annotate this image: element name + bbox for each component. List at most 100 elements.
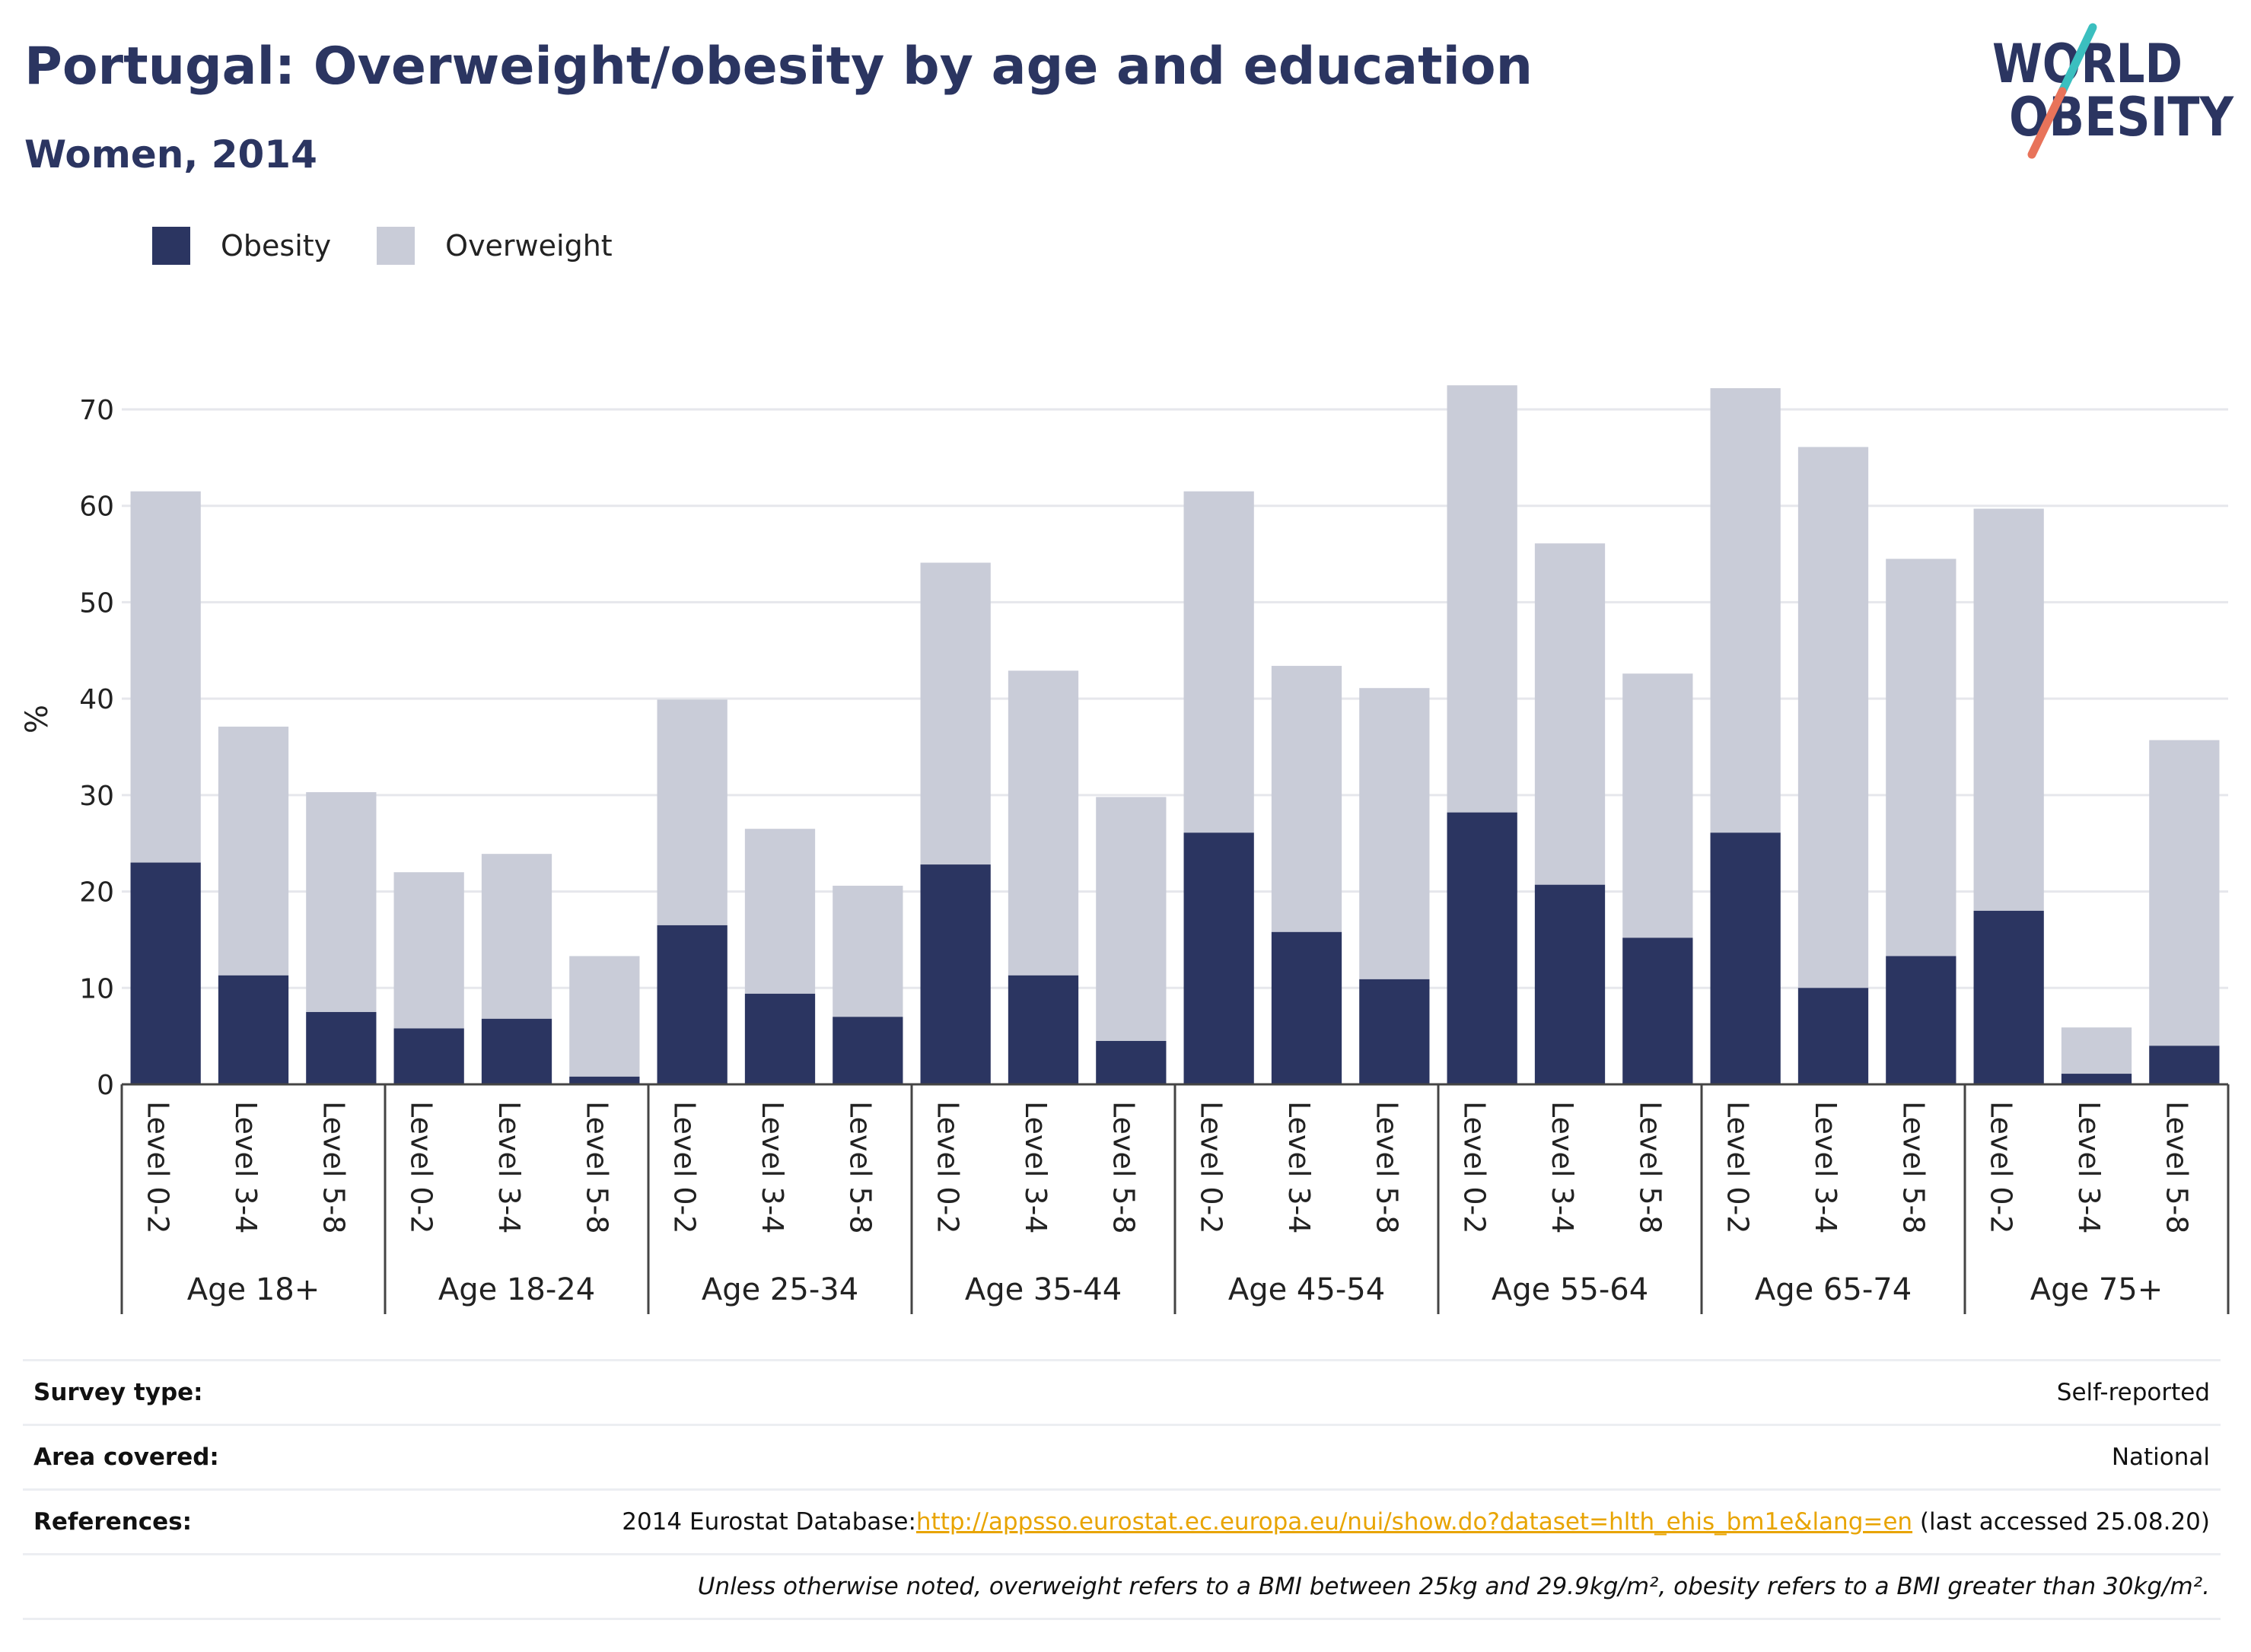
bar-overweight-1-0 [393,872,464,1029]
x-category-label-0-0: Level 0-2 [142,1101,175,1233]
bar-obesity-6-0 [1710,832,1781,1084]
bmi-definition-note: Unless otherwise noted, overweight refer… [697,1573,2210,1600]
x-category-label-3-2: Level 5-8 [1106,1101,1140,1233]
x-category-label-4-2: Level 5-8 [1370,1101,1403,1233]
logo-slash-teal [2058,23,2097,96]
x-category-label-2-2: Level 5-8 [843,1101,877,1233]
bar-obesity-4-0 [1183,832,1254,1084]
bar-overweight-2-0 [657,699,728,925]
bar-obesity-1-0 [393,1028,464,1084]
y-tick-label-60: 60 [79,492,114,523]
bar-overweight-3-0 [920,562,991,865]
x-category-label-0-1: Level 3-4 [229,1101,263,1233]
x-category-label-3-0: Level 0-2 [931,1101,965,1233]
bar-overweight-0-2 [306,792,377,1012]
legend-item-overweight: Overweight [377,226,613,265]
bar-overweight-7-0 [1973,508,2044,911]
references-label: References: [33,1508,193,1536]
area-covered-value: National [2111,1444,2210,1471]
bar-obesity-7-0 [1973,910,2044,1084]
x-category-label-5-1: Level 3-4 [1546,1101,1579,1233]
bar-overweight-3-2 [1096,797,1167,1041]
y-tick-label-20: 20 [79,877,114,909]
references-suffix: (last accessed 25.08.20) [1912,1508,2210,1536]
x-category-label-7-0: Level 0-2 [1985,1101,2018,1233]
references-value: 2014 Eurostat Database:http://appsso.eur… [622,1508,2210,1536]
bar-overweight-6-1 [1797,447,1869,988]
bar-overweight-7-2 [2149,740,2220,1046]
x-group-label-5: Age 55-64 [1492,1272,1648,1307]
bar-overweight-5-1 [1534,543,1606,885]
y-tick-label-0: 0 [97,1070,114,1101]
x-group-label-3: Age 35-44 [965,1272,1122,1307]
info-row-references: References: 2014 Eurostat Database:http:… [23,1488,2221,1553]
logo-slash-coral [2027,87,2067,159]
bar-overweight-1-1 [481,854,552,1019]
x-group-label-0: Age 18+ [187,1272,320,1307]
x-category-label-4-1: Level 3-4 [1282,1101,1316,1233]
info-table: Survey type: Self-reported Area covered:… [23,1359,2221,1620]
bar-overweight-4-1 [1271,666,1342,932]
y-axis-label: % [20,705,55,734]
x-category-label-1-0: Level 0-2 [405,1101,438,1233]
legend-swatch-overweight [377,226,415,265]
bar-obesity-6-2 [1886,956,1956,1084]
bar-obesity-7-1 [2061,1074,2132,1084]
bar-overweight-6-2 [1886,559,1956,957]
x-category-label-6-2: Level 5-8 [1896,1101,1930,1233]
survey-type-value: Self-reported [2056,1379,2210,1406]
bar-obesity-4-2 [1359,979,1430,1084]
bar-obesity-1-2 [569,1076,640,1084]
references-link[interactable]: http://appsso.eurostat.ec.europa.eu/nui/… [915,1508,1913,1536]
bar-obesity-1-1 [481,1018,552,1084]
bar-obesity-5-1 [1534,884,1606,1084]
bar-obesity-4-1 [1271,931,1342,1084]
bar-obesity-0-0 [130,862,201,1084]
page-title: Portugal: Overweight/obesity by age and … [24,37,1533,97]
stacked-bar-chart: 0 10 20 30 40 50 60 70% Level 0-2 Level 3-4 Level … [20,385,2230,1314]
bar-overweight-0-0 [130,491,201,863]
x-category-label-0-2: Level 5-8 [317,1101,350,1233]
x-category-label-4-0: Level 0-2 [1195,1101,1228,1233]
bar-overweight-4-2 [1359,688,1430,979]
y-tick-label-50: 50 [79,587,114,619]
y-tick-label-10: 10 [79,973,114,1004]
bar-obesity-2-1 [744,993,816,1084]
legend-swatch-obesity [152,226,190,265]
x-category-label-7-1: Level 3-4 [2072,1101,2106,1233]
info-row-survey: Survey type: Self-reported [23,1359,2221,1424]
x-group-label-2: Age 25-34 [702,1272,858,1307]
bar-obesity-5-0 [1447,812,1517,1084]
world-obesity-logo: WORLD OBESITY [1992,23,2234,159]
bar-obesity-2-0 [657,925,728,1084]
bar-overweight-2-1 [744,829,816,994]
chart-legend: Obesity Overweight [152,224,658,266]
bar-obesity-2-2 [833,1017,903,1084]
bar-overweight-5-0 [1447,385,1517,813]
bar-obesity-3-2 [1096,1040,1167,1084]
x-group-label-7: Age 75+ [2030,1272,2163,1307]
y-tick-label-30: 30 [79,781,114,812]
bar-overweight-3-1 [1008,670,1079,976]
x-category-label-7-2: Level 5-8 [2160,1101,2193,1233]
bar-overweight-1-2 [569,956,640,1077]
bar-overweight-2-2 [833,885,903,1017]
bar-obesity-0-1 [218,975,289,1084]
x-category-label-5-2: Level 5-8 [1633,1101,1667,1233]
bar-overweight-6-0 [1710,388,1781,833]
x-category-label-1-1: Level 3-4 [492,1101,526,1233]
x-group-label-4: Age 45-54 [1228,1272,1385,1307]
x-category-label-6-1: Level 3-4 [1809,1101,1842,1233]
legend-label-obesity: Obesity [221,228,332,263]
bar-obesity-3-1 [1008,975,1079,1084]
x-category-label-1-2: Level 5-8 [580,1101,613,1233]
bar-overweight-4-0 [1183,491,1254,833]
x-category-label-3-1: Level 3-4 [1019,1101,1052,1233]
x-group-label-6: Age 65-74 [1755,1272,1912,1307]
x-category-label-6-0: Level 0-2 [1721,1101,1755,1233]
area-covered-label: Area covered: [33,1444,219,1471]
bar-obesity-6-1 [1797,988,1869,1084]
bar-obesity-3-0 [920,864,991,1084]
legend-label-overweight: Overweight [445,228,613,263]
page-subtitle: Women, 2014 [24,132,317,177]
